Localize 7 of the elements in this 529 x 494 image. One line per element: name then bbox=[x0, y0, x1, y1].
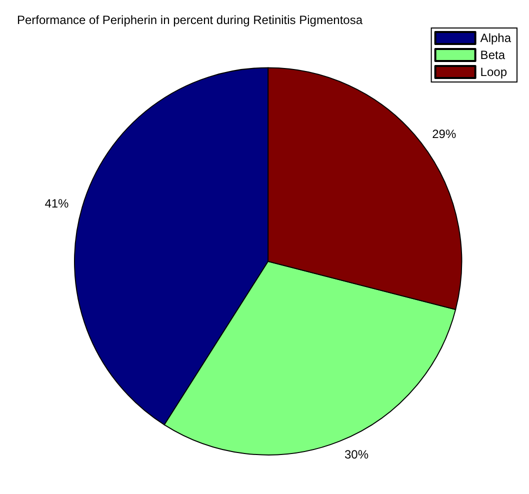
data-label: 29% bbox=[432, 127, 456, 142]
chart-title: Performance of Peripherin in percent during Retinitis Pigmentosa bbox=[17, 13, 363, 27]
legend-label: Loop bbox=[480, 65, 508, 79]
legend-label: Beta bbox=[480, 48, 506, 62]
data-label: 41% bbox=[44, 196, 70, 210]
legend-label: Alpha bbox=[480, 31, 512, 45]
data-label: 30% bbox=[344, 447, 369, 462]
